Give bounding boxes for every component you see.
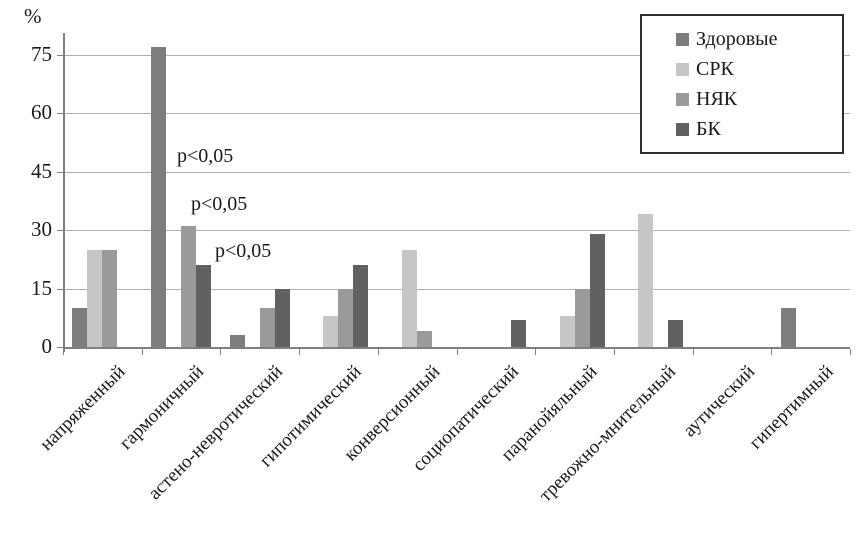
y-tick-label: 15 [31, 275, 52, 300]
legend-item-Здоровые: Здоровые [676, 27, 842, 50]
y-tick-mark [57, 171, 63, 173]
bar-СРК-4 [323, 315, 339, 347]
bar-СРК-1 [87, 249, 103, 347]
bar-БК-3 [274, 288, 290, 347]
legend-label: СРК [696, 57, 734, 80]
p-value-annotation: p<0,05 [177, 145, 234, 167]
legend-label: НЯК [696, 87, 738, 110]
bar-НЯК-3 [259, 308, 275, 347]
y-axis-unit-label: % [24, 4, 42, 28]
x-tick-mark [220, 349, 222, 355]
y-tick-label: 0 [41, 334, 53, 358]
y-axis-line [63, 33, 65, 352]
x-tick-mark [771, 349, 773, 355]
gridline [63, 171, 850, 173]
gridline [63, 230, 850, 231]
y-tick-mark [57, 113, 63, 114]
x-tick-mark [850, 349, 851, 355]
bar-НЯК-2 [181, 226, 197, 347]
bar-Здоровые-10 [780, 308, 796, 347]
bar-БК-6 [510, 319, 526, 347]
gridline [63, 113, 850, 114]
y-tick-label: 30 [31, 217, 52, 241]
x-tick-mark [613, 349, 615, 355]
legend-item-НЯК: НЯК [676, 87, 842, 110]
legend-label: Здоровые [696, 27, 778, 50]
x-category-label: астено-невротический [144, 361, 287, 505]
bar-НЯК-7 [574, 288, 590, 347]
x-tick-mark [456, 349, 458, 355]
legend-swatch-icon [676, 32, 689, 46]
bar-НЯК-1 [102, 249, 118, 347]
x-tick-mark [535, 349, 537, 355]
bar-Здоровые-3 [229, 335, 245, 347]
legend: Здоровые СРК НЯК БК [640, 14, 844, 154]
y-tick-mark [57, 347, 63, 348]
bar-Здоровые-1 [72, 308, 88, 347]
bar-Здоровые-2 [151, 46, 167, 347]
bar-СРК-5 [402, 249, 418, 347]
bar-БК-4 [353, 265, 369, 347]
gridline [63, 54, 850, 56]
bar-БК-2 [196, 265, 212, 347]
legend-item-СРК: СРК [676, 57, 842, 80]
x-tick-mark [299, 349, 301, 355]
gridline [63, 288, 850, 290]
bar-СРК-7 [559, 315, 575, 347]
p-value-annotation: p<0,05 [191, 193, 248, 215]
legend-swatch-icon [676, 62, 689, 76]
y-tick-label: 75 [31, 41, 52, 66]
x-tick-mark [377, 349, 379, 355]
legend-label: БК [696, 117, 721, 140]
x-axis-line [63, 347, 850, 349]
y-tick-mark [57, 54, 63, 56]
y-tick-label: 60 [31, 100, 52, 124]
legend-swatch-icon [676, 92, 689, 106]
bar-БК-8 [668, 319, 684, 347]
x-category-label: гипертимный [745, 361, 838, 454]
bar-БК-7 [589, 233, 605, 347]
x-tick-mark [141, 349, 143, 355]
x-category-label: напряженный [35, 361, 130, 455]
p-value-annotation: p<0,05 [215, 240, 272, 262]
x-tick-mark [63, 349, 64, 355]
bar-СРК-8 [638, 214, 654, 347]
y-tick-mark [57, 230, 63, 231]
legend-item-БК: БК [676, 117, 842, 140]
x-category-label: аутический [679, 361, 760, 442]
bar-НЯК-5 [417, 331, 433, 347]
bar-НЯК-4 [338, 288, 354, 347]
legend-swatch-icon [676, 122, 689, 136]
x-tick-mark [692, 349, 694, 355]
y-tick-mark [57, 288, 63, 290]
x-category-label: тревожно-мнительный [535, 361, 681, 507]
y-tick-label: 45 [31, 158, 52, 183]
